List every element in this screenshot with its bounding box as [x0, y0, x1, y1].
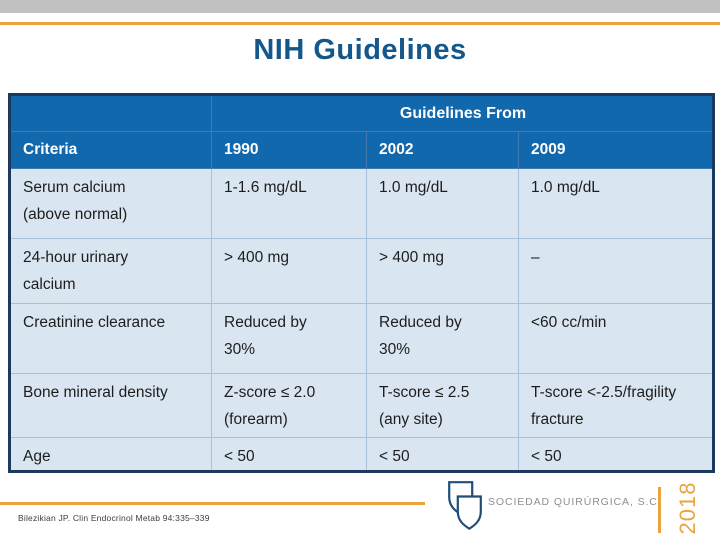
cell-criteria: Age [9, 437, 212, 472]
table-row: Age < 50 < 50 < 50 [9, 437, 715, 472]
cell-2002: 1.0 mg/dL [366, 168, 519, 239]
table-row: Creatinine clearance Reduced by 30% Redu… [9, 303, 715, 374]
cell-2002: T-score ≤ 2.5 (any site) [366, 373, 519, 438]
group-header-cell: Guidelines From [210, 94, 715, 132]
footer-accent-line [0, 502, 425, 505]
cell-criteria: 24-hour urinary calcium [9, 238, 212, 304]
double-shield-icon [448, 481, 482, 530]
cell-2002: Reduced by 30% [366, 303, 519, 374]
cell-1990: Reduced by 30% [211, 303, 367, 374]
table-row: Serum calcium (above normal) 1-1.6 mg/dL… [9, 168, 715, 239]
column-header-2009: 2009 [517, 131, 715, 169]
cell-criteria: Serum calcium (above normal) [9, 168, 212, 239]
cell-2009: T-score <-2.5/fragility fracture [517, 373, 715, 438]
cell-1990: < 50 [211, 437, 367, 472]
column-header-1990: 1990 [211, 131, 367, 169]
cell-2009: – [517, 238, 715, 304]
cell-1990: 1-1.6 mg/dL [211, 168, 367, 239]
column-header-criteria: Criteria [9, 131, 212, 169]
cell-2009: 1.0 mg/dL [517, 168, 715, 239]
table-group-header-row: Guidelines From [9, 94, 715, 132]
page-title: NIH Guidelines [253, 34, 467, 66]
cell-2009: <60 cc/min [517, 303, 715, 374]
table-row: 24-hour urinary calcium > 400 mg > 400 m… [9, 238, 715, 304]
guidelines-table: Guidelines From Criteria 1990 2002 2009 … [8, 93, 716, 473]
table-row: Bone mineral density Z-score ≤ 2.0 (fore… [9, 373, 715, 438]
brand-name: SOCIEDAD QUIRÚRGICA, S.C. [488, 496, 662, 508]
cell-2002: < 50 [366, 437, 519, 472]
cell-2009: < 50 [517, 437, 715, 472]
table-column-header-row: Criteria 1990 2002 2009 [9, 131, 715, 169]
year-badge: 2018 [675, 481, 700, 535]
top-gray-bar [0, 0, 720, 13]
header-empty-cell [9, 94, 212, 132]
year-accent-line [658, 487, 661, 533]
citation-text: Bilezikian JP. Clin Endocrinol Metab 94:… [18, 513, 210, 523]
cell-2002: > 400 mg [366, 238, 519, 304]
cell-1990: Z-score ≤ 2.0 (forearm) [211, 373, 367, 438]
cell-1990: > 400 mg [211, 238, 367, 304]
cell-criteria: Creatinine clearance [9, 303, 212, 374]
column-header-2002: 2002 [366, 131, 519, 169]
cell-criteria: Bone mineral density [9, 373, 212, 438]
top-accent-line [0, 22, 720, 25]
